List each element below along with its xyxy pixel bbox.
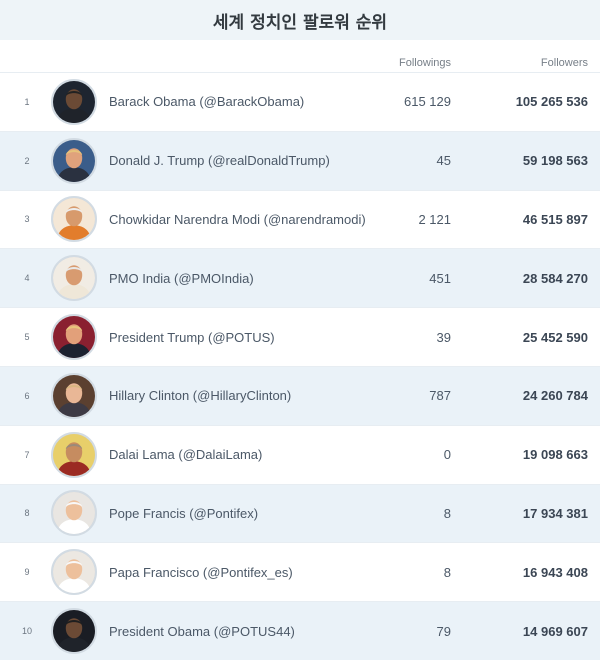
avatar[interactable]: [51, 137, 97, 184]
table-row[interactable]: 5 President Trump (@POTUS) 39 25 452 590: [0, 307, 600, 366]
followers-count: 28 584 270: [522, 270, 588, 286]
followers-count: 105 265 536: [515, 94, 588, 110]
page-title: 세계 정치인 팔로워 순위: [212, 12, 388, 33]
rank-number: 8: [24, 508, 30, 519]
followers-count: 46 515 897: [522, 211, 588, 227]
followings-count: 2 121: [418, 211, 451, 227]
table-row[interactable]: 3 Chowkidar Narendra Modi (@narendramodi)…: [0, 189, 600, 249]
table-row[interactable]: 9 Papa Francisco (@Pontifex_es) 8 16 943 40…: [0, 542, 600, 601]
followers-column-header[interactable]: Followers: [540, 57, 588, 69]
account-name[interactable]: Chowkidar Narendra Modi (@narendramodi): [109, 211, 366, 227]
ranking-list: 1 Barack Obama (@BarackObama) 615 129 105 2…: [0, 72, 600, 660]
rank-number: 6: [24, 390, 30, 401]
avatar[interactable]: [51, 431, 97, 478]
followings-count: 8: [443, 505, 451, 521]
account-name[interactable]: Donald J. Trump (@realDonaldTrump): [109, 153, 330, 169]
account-name[interactable]: President Obama (@POTUS44): [109, 623, 295, 639]
followings-count: 8: [443, 564, 451, 580]
rank-number: 7: [24, 449, 30, 460]
rank-number: 3: [24, 214, 30, 225]
followers-count: 25 452 590: [522, 329, 588, 345]
followings-count: 39: [436, 329, 451, 345]
avatar[interactable]: [51, 372, 97, 419]
followings-count: 787: [429, 388, 451, 404]
rank-number: 9: [24, 567, 30, 578]
avatar[interactable]: [51, 78, 97, 125]
followings-count: 79: [436, 623, 451, 639]
account-name[interactable]: Hillary Clinton (@HillaryClinton): [109, 388, 292, 404]
account-name[interactable]: President Trump (@POTUS): [109, 329, 275, 345]
followers-count: 24 260 784: [522, 388, 588, 404]
account-name[interactable]: Dalai Lama (@DalaiLama): [109, 447, 263, 463]
rank-number: 2: [24, 155, 30, 166]
followers-count: 59 198 563: [522, 153, 588, 169]
account-name[interactable]: PMO India (@PMOIndia): [109, 270, 254, 286]
table-row[interactable]: 6 Hillary Clinton (@HillaryClinton) 787 24 …: [0, 365, 600, 425]
table-row[interactable]: 4 PMO India (@PMOIndia) 451 28 584 270: [0, 248, 600, 308]
followers-count: 16 943 408: [522, 564, 588, 580]
account-name[interactable]: Papa Francisco (@Pontifex_es): [109, 564, 293, 580]
avatar[interactable]: [51, 549, 97, 596]
avatar[interactable]: [51, 196, 97, 243]
followings-count: 45: [436, 153, 451, 169]
title-bar: 세계 정치인 팔로워 순위: [0, 0, 600, 40]
followers-count: 19 098 663: [522, 447, 588, 463]
rank-number: 1: [24, 96, 30, 107]
followings-count: 615 129: [404, 94, 451, 110]
followings-column-header[interactable]: Followings: [399, 57, 451, 69]
followers-count: 17 934 381: [522, 505, 588, 521]
rank-number: 5: [24, 332, 30, 343]
column-header-row: Followings Followers: [0, 40, 600, 72]
table-row[interactable]: 10 President Obama (@POTUS44) 79 14 969 607: [0, 601, 600, 660]
account-name[interactable]: Barack Obama (@BarackObama): [109, 94, 305, 110]
avatar[interactable]: [51, 608, 97, 655]
rank-number: 10: [21, 626, 32, 637]
rank-number: 4: [24, 273, 30, 284]
followings-count: 0: [443, 447, 451, 463]
followers-count: 14 969 607: [522, 623, 588, 639]
table-row[interactable]: 2 Donald J. Trump (@realDonaldTrump) 45 59 …: [0, 130, 600, 190]
followings-count: 451: [429, 270, 451, 286]
avatar[interactable]: [51, 314, 97, 361]
table-row[interactable]: 1 Barack Obama (@BarackObama) 615 129 105 2…: [0, 72, 600, 131]
table-row[interactable]: 8 Pope Francis (@Pontifex) 8 17 934 381: [0, 483, 600, 543]
avatar[interactable]: [51, 255, 97, 302]
account-name[interactable]: Pope Francis (@Pontifex): [109, 505, 259, 521]
avatar[interactable]: [51, 490, 97, 537]
table-row[interactable]: 7 Dalai Lama (@DalaiLama) 0 19 098 663: [0, 424, 600, 484]
